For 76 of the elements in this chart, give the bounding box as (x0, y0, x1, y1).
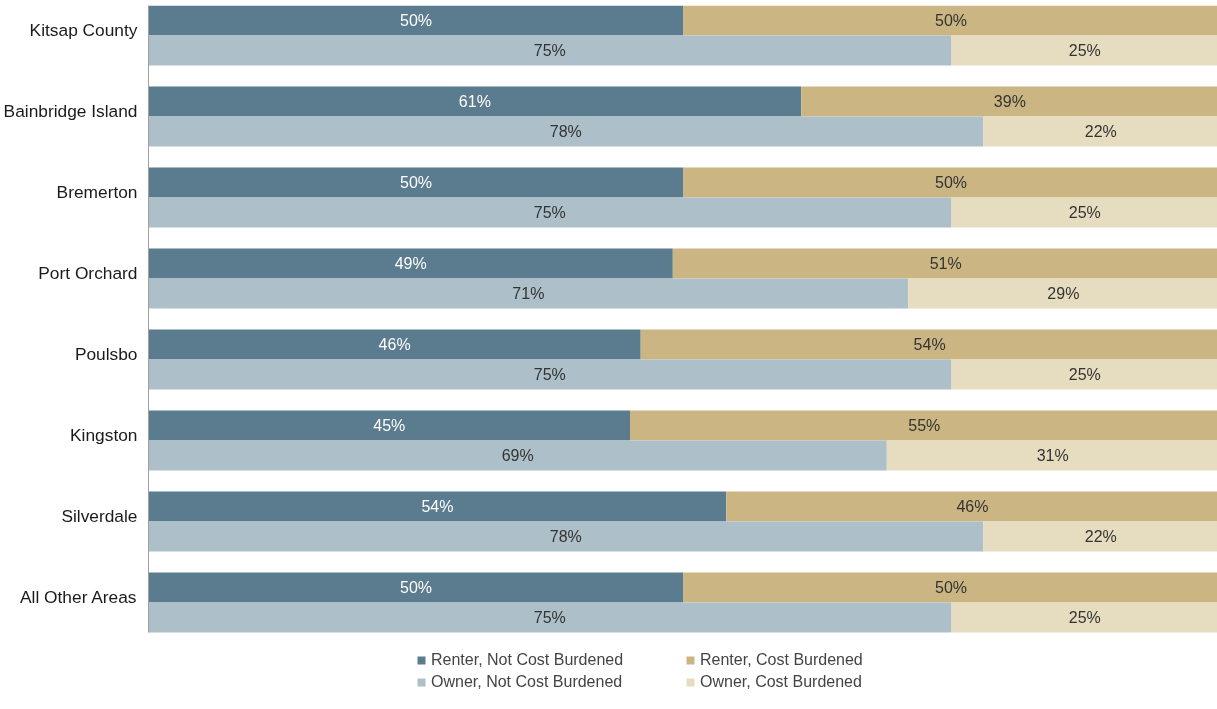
y-tick-label: All Other Areas (20, 586, 137, 607)
data-label: 25% (1068, 366, 1101, 383)
data-label: 51% (929, 255, 962, 272)
data-label: 75% (533, 204, 566, 221)
bar (886, 440, 1217, 471)
data-label: 45% (373, 417, 406, 434)
bar (148, 440, 887, 471)
bar (148, 410, 630, 441)
bar (908, 278, 1217, 309)
bar (951, 197, 1217, 228)
bar (148, 86, 802, 117)
bar (726, 491, 1217, 522)
data-label: 50% (399, 174, 433, 191)
y-tick-label: Kingston (70, 424, 138, 445)
data-label: 29% (1047, 285, 1080, 302)
bar (148, 602, 951, 633)
bar (148, 35, 951, 66)
legend-label: Owner, Not Cost Burdened (431, 673, 624, 691)
bar (148, 197, 951, 228)
bar (951, 359, 1217, 390)
data-label: 22% (1084, 123, 1117, 140)
data-label: 55% (908, 417, 941, 434)
data-label: 75% (533, 366, 566, 383)
data-label: 49% (394, 255, 427, 272)
data-label: 39% (993, 93, 1026, 110)
bar (683, 572, 1217, 603)
bar (148, 248, 673, 279)
bar (148, 5, 684, 36)
bar (672, 248, 1217, 279)
bar (148, 521, 984, 552)
y-tick-label: Silverdale (61, 505, 138, 526)
bar (640, 329, 1217, 360)
y-tick-label: Bremerton (56, 181, 138, 202)
bar (983, 116, 1217, 147)
bar (683, 167, 1217, 198)
data-label: 54% (913, 336, 946, 353)
data-label: 22% (1084, 528, 1117, 545)
data-label: 46% (378, 336, 411, 353)
data-label: 46% (956, 498, 989, 515)
y-tick-label: Port Orchard (38, 262, 138, 283)
data-label: 75% (533, 609, 566, 626)
bar (801, 86, 1217, 117)
legend-label: Renter, Cost Burdened (700, 651, 864, 669)
bar (148, 167, 684, 198)
data-label: 50% (399, 12, 433, 29)
data-label: 50% (934, 174, 968, 191)
bar (148, 491, 727, 522)
bar (951, 602, 1217, 633)
bar (148, 329, 641, 360)
y-tick-label: Bainbridge Island (3, 100, 138, 121)
y-tick-label: Kitsap County (29, 19, 138, 40)
data-label: 25% (1068, 204, 1101, 221)
data-label: 54% (421, 498, 454, 515)
y-tick-label: Poulsbo (74, 343, 138, 364)
data-label: 50% (934, 12, 968, 29)
bar (951, 35, 1217, 66)
bar (148, 572, 684, 603)
data-label: 78% (549, 528, 582, 545)
data-label: 31% (1036, 447, 1069, 464)
data-label: 50% (399, 579, 433, 596)
legend-label: Owner, Cost Burdened (700, 673, 863, 691)
bar (683, 5, 1217, 36)
data-label: 78% (549, 123, 582, 140)
data-label: 25% (1068, 42, 1101, 59)
data-label: 69% (501, 447, 534, 464)
data-label: 71% (512, 285, 545, 302)
data-label: 50% (934, 579, 968, 596)
data-label: 25% (1068, 609, 1101, 626)
data-label: 75% (533, 42, 566, 59)
bar (983, 521, 1217, 552)
bar (148, 359, 951, 390)
bar (148, 278, 909, 309)
bar (630, 410, 1217, 441)
bar (148, 116, 984, 147)
legend-label: Renter, Not Cost Burdened (431, 651, 625, 669)
data-label: 61% (458, 93, 491, 110)
